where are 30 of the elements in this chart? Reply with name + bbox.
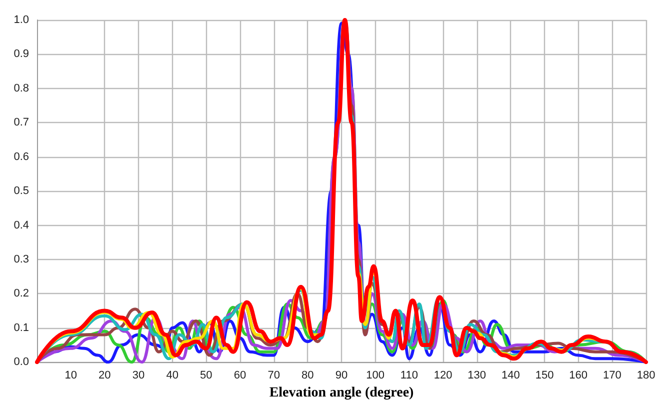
y-tick-label: 0.0 (14, 356, 29, 368)
y-tick-label: 0.6 (14, 150, 29, 163)
y-tick-label: 0.3 (14, 253, 29, 266)
x-tick-label: 170 (602, 370, 622, 382)
y-tick-label: 0.4 (14, 219, 29, 232)
x-tick-label: 100 (366, 370, 385, 382)
x-tick-label: 110 (400, 370, 418, 382)
x-tick-label: 10 (64, 370, 77, 382)
x-tick-label: 90 (335, 370, 348, 382)
x-tick-label: 140 (501, 370, 520, 382)
y-tick-label: 0.5 (14, 185, 29, 198)
x-tick-label: 120 (434, 370, 452, 382)
y-tick-label: 1.0 (14, 14, 29, 26)
y-tick-label: 0.8 (14, 82, 29, 94)
x-tick-label: 40 (166, 370, 178, 382)
x-tick-label: 80 (302, 370, 314, 382)
y-tick-label: 0.1 (14, 322, 29, 334)
x-tick-label: 70 (268, 370, 280, 382)
x-tick-label: 180 (636, 370, 656, 382)
x-tick-label: 150 (535, 370, 554, 382)
x-tick-label: 160 (569, 370, 588, 382)
y-tick-label: 0.2 (14, 288, 29, 300)
x-tick-label: 50 (200, 370, 212, 382)
x-tick-label: 30 (132, 370, 145, 382)
x-tick-label: 130 (468, 370, 486, 382)
y-tick-label: 0.7 (14, 116, 29, 129)
x-tick-label: 20 (98, 370, 111, 382)
x-axis-title: Elevation angle (degree) (269, 386, 414, 400)
y-tick-label: 0.9 (14, 48, 29, 60)
x-tick-label: 60 (234, 370, 246, 382)
